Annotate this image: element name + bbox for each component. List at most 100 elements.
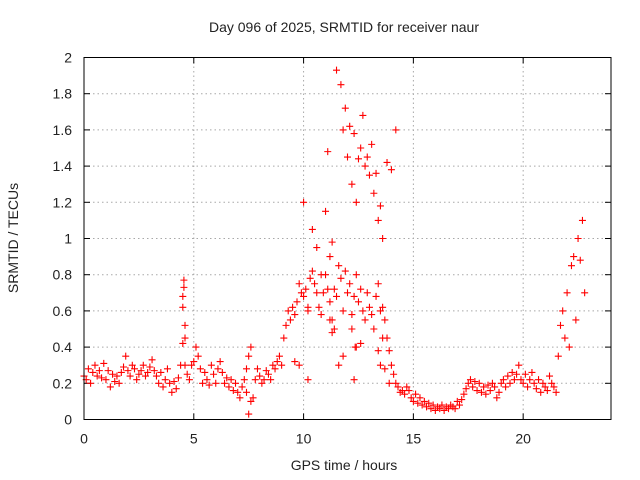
- data-point: [172, 385, 180, 393]
- data-point: [89, 368, 97, 376]
- data-point: [256, 372, 264, 380]
- data-point: [381, 316, 389, 324]
- data-point: [326, 316, 334, 324]
- data-point: [363, 153, 371, 161]
- data-point: [84, 365, 92, 373]
- data-point: [330, 285, 338, 293]
- data-point: [330, 325, 338, 333]
- data-point: [537, 388, 545, 396]
- data-point: [194, 352, 202, 360]
- data-point: [344, 289, 351, 297]
- data-point: [251, 376, 259, 384]
- data-point: [344, 153, 351, 161]
- data-point: [517, 376, 525, 384]
- data-point: [574, 235, 582, 242]
- data-point: [548, 379, 556, 387]
- data-point: [484, 381, 492, 389]
- data-point: [317, 311, 325, 319]
- data-point: [117, 368, 125, 376]
- data-point: [352, 343, 360, 351]
- data-point: [407, 394, 415, 402]
- data-point: [414, 399, 422, 407]
- data-point: [370, 325, 378, 333]
- data-point: [181, 334, 189, 342]
- data-point: [221, 379, 229, 387]
- data-point: [201, 368, 209, 376]
- data-point: [471, 377, 479, 385]
- data-point: [295, 280, 303, 288]
- data-point: [405, 387, 413, 395]
- data-point: [346, 122, 354, 130]
- data-point: [120, 363, 128, 371]
- data-point: [319, 289, 327, 297]
- data-point: [300, 198, 308, 206]
- data-point: [163, 365, 171, 373]
- data-point: [174, 374, 182, 382]
- data-point: [392, 379, 400, 387]
- data-point: [539, 379, 547, 387]
- plot-frame: [83, 57, 612, 420]
- data-point: [460, 390, 468, 398]
- data-point: [225, 383, 233, 391]
- data-point: [150, 367, 158, 375]
- data-point: [289, 303, 297, 311]
- data-point: [429, 401, 437, 409]
- data-point: [427, 405, 435, 413]
- data-point: [242, 365, 250, 373]
- data-point: [253, 365, 261, 373]
- y-tick-label: 1: [64, 231, 72, 247]
- data-point: [550, 383, 558, 391]
- data-point: [528, 368, 536, 376]
- data-point: [302, 285, 310, 293]
- chart-title: Day 096 of 2025, SRMTID for receiver nau…: [209, 19, 479, 35]
- data-point: [482, 390, 490, 398]
- data-point: [526, 376, 534, 384]
- data-point: [234, 388, 242, 396]
- y-tick-label: 1.6: [53, 122, 73, 138]
- data-point: [273, 358, 281, 366]
- data-point: [322, 207, 330, 215]
- data-point: [245, 410, 253, 418]
- data-point: [379, 303, 387, 311]
- data-point: [313, 289, 321, 297]
- data-point: [357, 285, 365, 293]
- data-point: [466, 376, 474, 384]
- data-point: [161, 376, 169, 384]
- data-point: [436, 405, 444, 413]
- y-tick-label: 2: [64, 50, 72, 66]
- data-point: [271, 365, 279, 373]
- data-point: [561, 334, 569, 342]
- data-point: [227, 376, 235, 384]
- data-point: [335, 262, 343, 270]
- data-point: [179, 292, 187, 300]
- data-point: [269, 361, 277, 369]
- data-point: [232, 379, 240, 387]
- data-point: [368, 140, 376, 148]
- data-point: [480, 383, 488, 391]
- data-point: [477, 388, 485, 396]
- data-point: [372, 169, 380, 177]
- data-point: [291, 311, 299, 319]
- data-point: [139, 361, 147, 369]
- data-point: [185, 376, 193, 384]
- data-point: [190, 358, 198, 366]
- data-point: [416, 394, 424, 402]
- data-point: [183, 370, 191, 378]
- data-point: [144, 368, 152, 376]
- data-point: [203, 376, 211, 384]
- data-point: [556, 321, 564, 329]
- data-point: [192, 343, 200, 351]
- x-tick-label: 10: [296, 431, 312, 447]
- data-point: [137, 367, 145, 375]
- data-point: [275, 352, 283, 360]
- data-point: [262, 367, 270, 375]
- data-point: [403, 383, 411, 391]
- data-point: [519, 379, 527, 387]
- data-point: [440, 406, 448, 414]
- data-point: [572, 316, 580, 324]
- data-point: [317, 271, 325, 279]
- data-point: [181, 321, 189, 329]
- data-point: [113, 372, 121, 380]
- data-point: [438, 401, 446, 409]
